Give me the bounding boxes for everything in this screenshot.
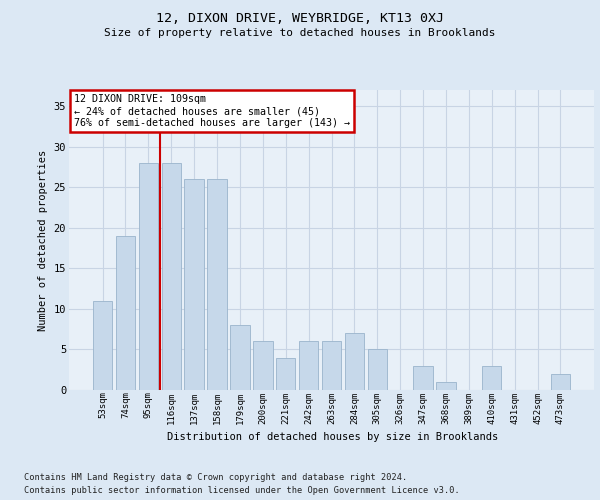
Bar	[482, 366, 502, 390]
Bar	[253, 342, 272, 390]
Text: Distribution of detached houses by size in Brooklands: Distribution of detached houses by size …	[167, 432, 499, 442]
Bar	[208, 179, 227, 390]
Bar	[551, 374, 570, 390]
Bar	[322, 342, 341, 390]
Bar	[344, 333, 364, 390]
Text: Size of property relative to detached houses in Brooklands: Size of property relative to detached ho…	[104, 28, 496, 38]
Bar	[116, 236, 135, 390]
Bar	[184, 179, 204, 390]
Bar	[230, 325, 250, 390]
Bar	[161, 163, 181, 390]
Bar	[436, 382, 455, 390]
Bar	[139, 163, 158, 390]
Text: 12 DIXON DRIVE: 109sqm
← 24% of detached houses are smaller (45)
76% of semi-det: 12 DIXON DRIVE: 109sqm ← 24% of detached…	[74, 94, 350, 128]
Bar	[299, 342, 319, 390]
Y-axis label: Number of detached properties: Number of detached properties	[38, 150, 48, 330]
Text: Contains HM Land Registry data © Crown copyright and database right 2024.: Contains HM Land Registry data © Crown c…	[24, 472, 407, 482]
Bar	[276, 358, 295, 390]
Text: 12, DIXON DRIVE, WEYBRIDGE, KT13 0XJ: 12, DIXON DRIVE, WEYBRIDGE, KT13 0XJ	[156, 12, 444, 26]
Bar	[413, 366, 433, 390]
Bar	[93, 301, 112, 390]
Text: Contains public sector information licensed under the Open Government Licence v3: Contains public sector information licen…	[24, 486, 460, 495]
Bar	[368, 350, 387, 390]
